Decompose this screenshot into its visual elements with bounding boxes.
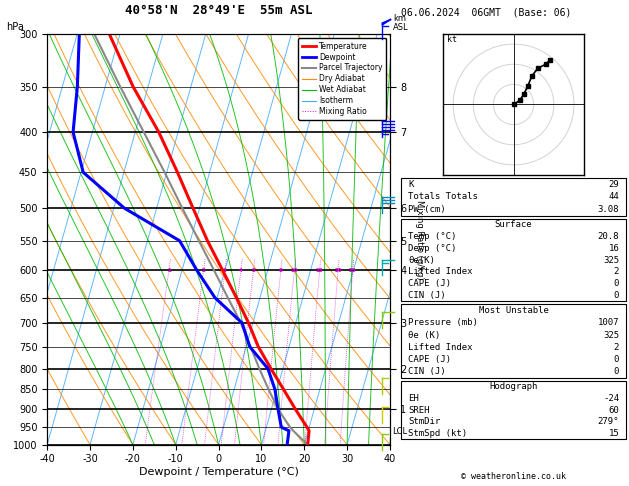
Text: 06.06.2024  06GMT  (Base: 06): 06.06.2024 06GMT (Base: 06) <box>401 7 572 17</box>
X-axis label: Dewpoint / Temperature (°C): Dewpoint / Temperature (°C) <box>138 467 299 477</box>
Text: 16: 16 <box>608 243 619 253</box>
Text: 25: 25 <box>349 268 357 273</box>
Text: Lifted Index: Lifted Index <box>408 343 472 352</box>
Text: K: K <box>408 180 413 189</box>
Text: 3: 3 <box>223 268 227 273</box>
Text: Most Unstable: Most Unstable <box>479 306 548 315</box>
Text: Mixing Ratio (g/kg): Mixing Ratio (g/kg) <box>415 200 424 279</box>
Text: hPa: hPa <box>6 21 24 32</box>
Text: 15: 15 <box>608 429 619 438</box>
Text: 40°58'N  28°49'E  55m ASL: 40°58'N 28°49'E 55m ASL <box>125 4 313 17</box>
Text: km
ASL: km ASL <box>393 14 409 32</box>
Text: 20.8: 20.8 <box>598 232 619 241</box>
Text: CAPE (J): CAPE (J) <box>408 279 451 288</box>
Text: 0: 0 <box>614 367 619 377</box>
Text: 2: 2 <box>614 267 619 277</box>
Text: 325: 325 <box>603 256 619 264</box>
Text: 0: 0 <box>614 291 619 300</box>
Text: Totals Totals: Totals Totals <box>408 192 478 201</box>
Text: 29: 29 <box>608 180 619 189</box>
Text: CAPE (J): CAPE (J) <box>408 355 451 364</box>
Text: 325: 325 <box>603 330 619 340</box>
Text: © weatheronline.co.uk: © weatheronline.co.uk <box>461 472 566 481</box>
Text: 10: 10 <box>291 268 298 273</box>
Text: Surface: Surface <box>495 220 532 229</box>
Text: 8: 8 <box>279 268 283 273</box>
Text: 2: 2 <box>202 268 206 273</box>
Text: CIN (J): CIN (J) <box>408 291 446 300</box>
Text: Dewp (°C): Dewp (°C) <box>408 243 457 253</box>
Text: Pressure (mb): Pressure (mb) <box>408 318 478 327</box>
Text: StmSpd (kt): StmSpd (kt) <box>408 429 467 438</box>
Text: 3.08: 3.08 <box>598 205 619 214</box>
Text: 0: 0 <box>614 355 619 364</box>
Text: 20: 20 <box>335 268 342 273</box>
Text: SREH: SREH <box>408 406 430 415</box>
Text: 15: 15 <box>316 268 323 273</box>
Legend: Temperature, Dewpoint, Parcel Trajectory, Dry Adiabat, Wet Adiabat, Isotherm, Mi: Temperature, Dewpoint, Parcel Trajectory… <box>298 38 386 120</box>
Text: 44: 44 <box>608 192 619 201</box>
Text: LCL: LCL <box>392 427 407 436</box>
Text: 1007: 1007 <box>598 318 619 327</box>
Text: StmDir: StmDir <box>408 417 440 426</box>
Text: kt: kt <box>447 35 457 44</box>
Text: PW (cm): PW (cm) <box>408 205 446 214</box>
Text: Lifted Index: Lifted Index <box>408 267 472 277</box>
Text: θe (K): θe (K) <box>408 330 440 340</box>
Text: 4: 4 <box>239 268 243 273</box>
Text: θe(K): θe(K) <box>408 256 435 264</box>
Text: EH: EH <box>408 394 419 403</box>
Text: CIN (J): CIN (J) <box>408 367 446 377</box>
Text: Temp (°C): Temp (°C) <box>408 232 457 241</box>
Text: 1: 1 <box>167 268 170 273</box>
Text: Hodograph: Hodograph <box>489 382 538 391</box>
Text: -24: -24 <box>603 394 619 403</box>
Text: 0: 0 <box>614 279 619 288</box>
Text: 5: 5 <box>252 268 255 273</box>
Text: 279°: 279° <box>598 417 619 426</box>
Text: 60: 60 <box>608 406 619 415</box>
Text: 2: 2 <box>614 343 619 352</box>
